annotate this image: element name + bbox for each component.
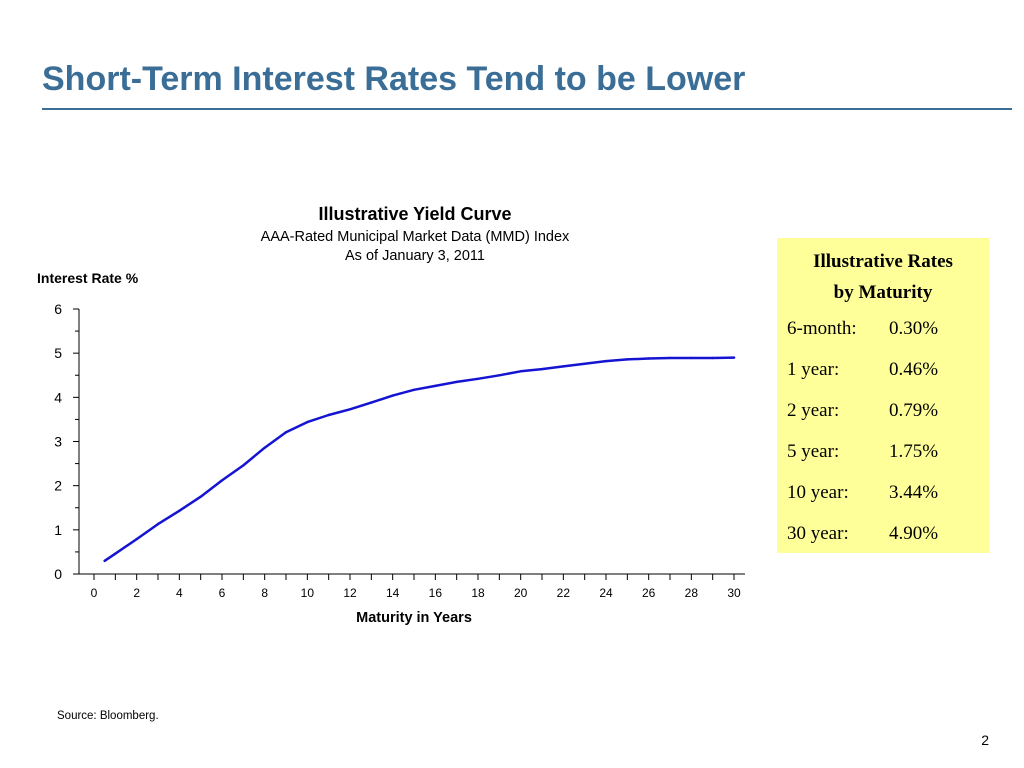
rates-heading-line-2: by Maturity	[833, 282, 933, 303]
rate-value: 0.46%	[889, 359, 939, 380]
yield-curve-point	[583, 362, 586, 365]
x-tick-label: 14	[386, 586, 400, 600]
yield-curve-point	[690, 356, 693, 360]
yield-curve-point	[455, 380, 458, 384]
yield-curve-point	[242, 464, 245, 467]
rates-heading: Illustrative Rates by Maturity	[777, 246, 989, 308]
yield-curve-point	[498, 374, 501, 377]
series-group	[103, 356, 736, 563]
page-number: 2	[981, 732, 989, 748]
title-divider	[42, 108, 1012, 110]
y-tick-label: 5	[54, 345, 62, 361]
x-tick-label: 18	[471, 586, 485, 600]
rate-term: 5 year:	[787, 441, 840, 462]
yield-curve-point	[604, 359, 608, 363]
x-tick-label: 30	[727, 586, 741, 600]
yield-curve-point	[562, 365, 565, 368]
rates-heading-line-1: Illustrative Rates	[813, 251, 953, 272]
rate-value: 4.90%	[889, 523, 939, 544]
x-axis-label: Maturity in Years	[356, 610, 472, 626]
yield-curve-point	[391, 394, 394, 397]
x-tick-label: 4	[176, 586, 183, 600]
rates-box: Illustrative Rates by Maturity 6-month: …	[777, 238, 989, 553]
x-tick-label: 6	[219, 586, 226, 600]
y-tick-label: 2	[54, 478, 62, 494]
x-tick-label: 8	[261, 586, 268, 600]
yield-curve-point	[370, 401, 373, 404]
rate-term: 1 year:	[787, 359, 840, 380]
yield-curve-point	[476, 377, 480, 380]
yield-curve-point	[434, 384, 437, 388]
rate-value: 3.44%	[889, 482, 939, 503]
yield-curve-point	[199, 495, 202, 498]
rate-value: 1.75%	[889, 441, 939, 462]
yield-curve-point	[103, 559, 106, 562]
slide-title: Short-Term Interest Rates Tend to be Low…	[42, 60, 746, 98]
yield-curve-point	[647, 357, 650, 360]
rate-term: 10 year:	[787, 482, 849, 503]
x-tick-label: 12	[343, 586, 357, 600]
yield-curve-point	[348, 408, 352, 411]
yield-curve-point	[519, 370, 522, 373]
rate-term: 6-month:	[787, 318, 857, 339]
yield-curve-point	[540, 367, 544, 371]
yield-curve-point	[220, 479, 224, 482]
yield-curve-point	[156, 522, 160, 526]
rate-value: 0.30%	[889, 318, 939, 339]
x-tick-label: 10	[301, 586, 315, 600]
rate-term: 30 year:	[787, 523, 849, 544]
x-tick-label: 20	[514, 586, 528, 600]
yield-curve-line	[103, 356, 736, 563]
chart-subtitle-line-1: AAA-Rated Municipal Market Data (MMD) In…	[260, 229, 570, 245]
yield-curve-point	[626, 358, 629, 361]
y-axis: 0 1 2 3 4 5 6	[54, 301, 80, 582]
yield-curve-point	[668, 356, 672, 360]
yield-curve-point	[327, 413, 330, 417]
yield-curve-point	[284, 431, 288, 434]
y-tick-label: 4	[54, 389, 62, 405]
chart-title: Illustrative Yield Curve	[318, 204, 512, 224]
x-tick-label: 22	[557, 586, 571, 600]
y-axis-label: Interest Rate %	[37, 270, 139, 286]
yield-curve-point	[114, 552, 117, 555]
rate-term: 2 year:	[787, 400, 840, 421]
x-tick-label: 2	[133, 586, 140, 600]
x-tick-label: 24	[599, 586, 613, 600]
yield-curve-point	[135, 537, 138, 541]
y-tick-label: 6	[54, 301, 62, 317]
chart-subtitle-line-2: As of January 3, 2011	[345, 248, 485, 264]
yield-curve-point	[732, 356, 736, 359]
rate-value: 0.79%	[889, 400, 939, 421]
x-tick-label: 16	[429, 586, 443, 600]
x-tick-label: 28	[685, 586, 699, 600]
yield-curve-point	[263, 446, 266, 449]
x-axis: 0 2 4 6 8 10 12 14 16 18 20 22 24 26 28 30	[79, 573, 745, 600]
yield-curve-point	[412, 388, 416, 391]
y-tick-label: 3	[54, 434, 62, 450]
yield-curve-point	[178, 509, 181, 512]
source-note: Source: Bloomberg.	[57, 710, 159, 722]
x-tick-label: 26	[642, 586, 656, 600]
yield-curve-point	[306, 420, 309, 424]
x-tick-label: 0	[91, 586, 98, 600]
y-tick-label: 1	[54, 522, 62, 538]
y-tick-label: 0	[54, 566, 62, 582]
yield-curve-point	[711, 356, 714, 360]
